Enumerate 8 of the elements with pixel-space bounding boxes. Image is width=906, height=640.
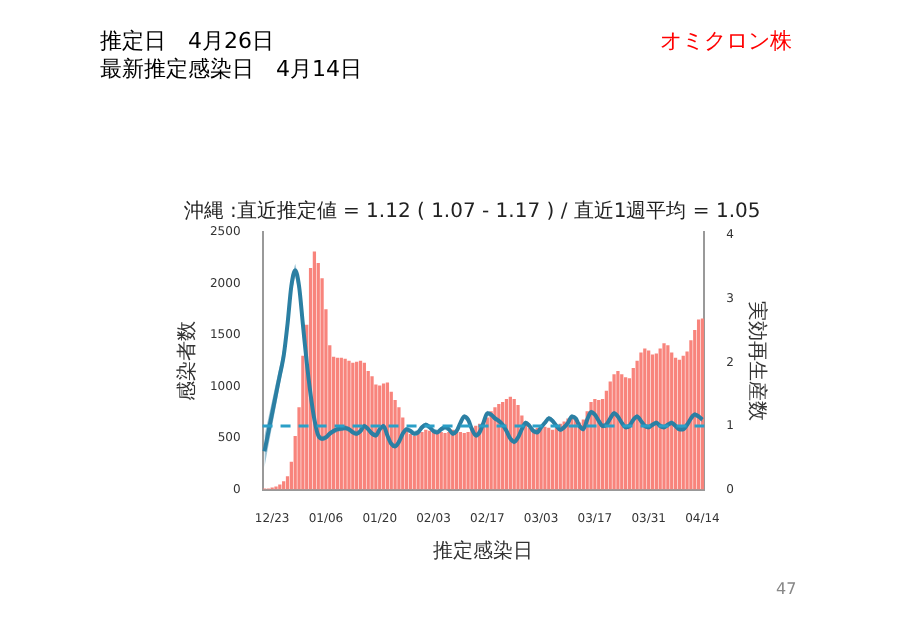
text: オミクロン株 bbox=[660, 28, 792, 56]
x-axis-title: 推定感染日 bbox=[433, 539, 534, 564]
y-axis-title: 感染者数 bbox=[175, 320, 200, 401]
text: 47 bbox=[776, 580, 797, 598]
chart-title: 推定日 4月26日 bbox=[100, 28, 276, 56]
text: 沖縄 :直近推定値 = 1.12 ( 1.07 - 1.17 ) / 直近1週平均 = 1.05 bbox=[183, 199, 761, 224]
chart-subtitle: 最新推定感染日 4月14日 bbox=[100, 56, 362, 84]
y2-axis-title: 実効再生産数 bbox=[744, 300, 769, 421]
